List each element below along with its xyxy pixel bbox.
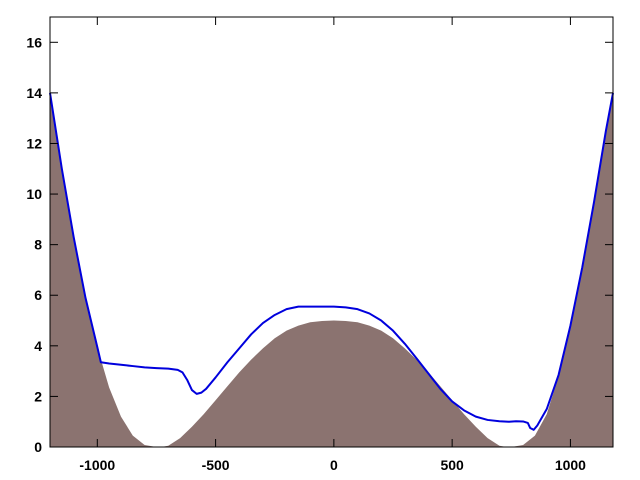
y-tick-label: 0: [34, 439, 42, 455]
y-tick-label: 14: [26, 85, 42, 101]
axis-ticks: [50, 17, 613, 448]
plot-area-fills: [50, 92, 613, 447]
series-1-line: [49, 92, 614, 431]
x-tick-label: 0: [330, 457, 338, 473]
x-tick-label: -1000: [79, 457, 115, 473]
y-tick-label: 16: [26, 34, 42, 50]
x-tick-label: 1000: [555, 457, 586, 473]
y-tick-label: 8: [34, 237, 42, 253]
x-tick-label: -500: [202, 457, 230, 473]
series-0-area: [50, 92, 613, 447]
plot-frame: [49, 16, 614, 448]
x-axis-tick-labels: -1000 -500 0 500 1000: [79, 457, 586, 473]
plot-series-lines: [49, 92, 614, 431]
y-tick-label: 6: [34, 287, 42, 303]
y-tick-label: 2: [34, 388, 42, 404]
y-tick-label: 4: [34, 338, 42, 354]
y-tick-label: 12: [26, 135, 42, 151]
y-tick-label: 10: [26, 186, 42, 202]
y-axis-tick-labels: 0 2 4 6 8 10 12 14 16: [26, 34, 42, 455]
x-tick-label: 500: [440, 457, 464, 473]
